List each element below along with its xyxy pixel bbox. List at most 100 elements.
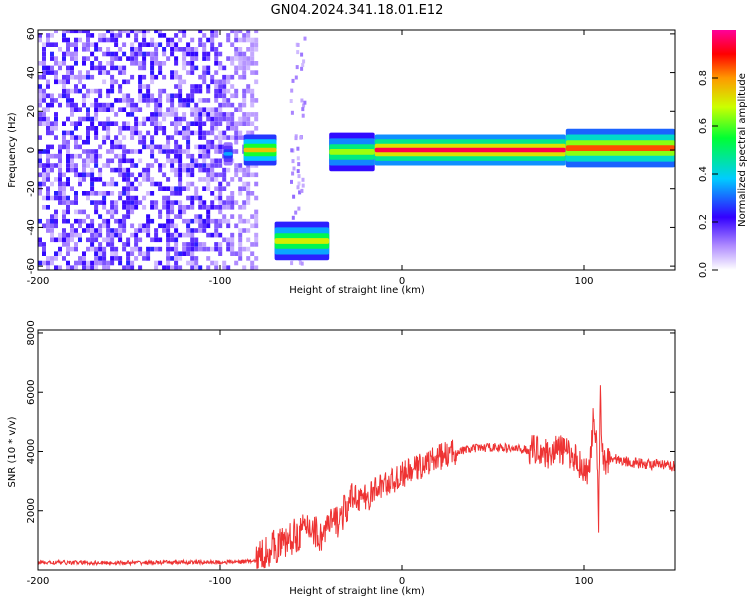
heatmap-cell — [102, 102, 107, 108]
heatmap-cell — [106, 107, 111, 112]
heatmap-cell — [295, 65, 299, 70]
heatmap-cell — [146, 172, 151, 178]
heatmap-cell — [246, 121, 251, 126]
heatmap-cell — [118, 163, 123, 168]
heatmap-cell — [82, 191, 86, 196]
heatmap-cell — [130, 107, 135, 112]
heatmap-cell — [254, 223, 259, 229]
heatmap-cell — [250, 121, 255, 126]
heatmap-cell — [170, 107, 175, 112]
heatmap-cell — [154, 181, 159, 187]
heatmap-cell — [106, 30, 111, 34]
heatmap-cell — [138, 181, 143, 187]
heatmap-cell — [190, 121, 195, 126]
heatmap-cell — [62, 51, 66, 57]
heatmap-cell — [174, 237, 179, 243]
heatmap-cell — [186, 232, 191, 238]
heatmap-cell — [238, 228, 243, 233]
heatmap-cell — [46, 158, 50, 164]
heatmap-cell — [238, 237, 243, 243]
heatmap-cell — [98, 251, 103, 256]
heatmap-cell — [162, 200, 167, 205]
heatmap-cell — [90, 260, 95, 266]
heatmap-cell — [170, 98, 175, 103]
heatmap-cell — [134, 246, 139, 252]
heatmap-cell — [158, 237, 163, 243]
heatmap-cell — [242, 172, 247, 178]
heatmap-cell — [182, 47, 187, 52]
heatmap-cell — [202, 163, 207, 168]
heatmap-cell — [62, 214, 66, 219]
heatmap-cell — [182, 163, 187, 168]
heatmap-cell — [142, 74, 147, 80]
heatmap-cell — [46, 130, 50, 136]
heatmap-cell — [86, 265, 90, 270]
heatmap-cell — [166, 144, 171, 150]
heatmap-cell — [98, 191, 103, 196]
heatmap-cell — [146, 214, 151, 219]
heatmap-cell — [78, 30, 82, 34]
heatmap-cell — [226, 74, 231, 80]
heatmap-cell — [86, 228, 90, 233]
heatmap-cell — [182, 186, 187, 191]
heatmap-cell — [226, 218, 231, 224]
heatmap-cell — [82, 74, 86, 80]
heatmap-cell — [74, 265, 78, 270]
heatmap-cell — [122, 93, 127, 99]
heatmap-cell — [90, 33, 95, 38]
heatmap-cell — [110, 88, 115, 94]
heatmap-cell — [186, 186, 191, 191]
heatmap-cell — [98, 256, 103, 261]
heatmap-cell — [138, 223, 143, 229]
heatmap-cell — [170, 246, 175, 252]
heatmap-cell — [138, 107, 143, 112]
heatmap-cell — [146, 232, 151, 238]
heatmap-cell — [158, 246, 163, 252]
heatmap-cell — [54, 61, 58, 66]
heatmap-cell — [42, 172, 46, 178]
heatmap-cell — [70, 167, 74, 173]
heatmap-cell — [166, 209, 171, 215]
heatmap-cell — [194, 65, 199, 71]
heatmap-cell — [154, 42, 159, 47]
heatmap-cell — [170, 37, 175, 43]
heatmap-cell — [90, 102, 95, 108]
heatmap-cell — [238, 51, 243, 57]
heatmap-cell — [246, 195, 251, 201]
heatmap-cell — [102, 135, 107, 140]
heatmap-band — [274, 238, 330, 244]
heatmap-cell — [74, 135, 78, 140]
heatmap-cell — [130, 260, 135, 266]
heatmap-cell — [242, 88, 247, 94]
heatmap-cell — [214, 47, 219, 52]
heatmap-cell — [118, 65, 123, 71]
heatmap-cell — [66, 237, 70, 243]
heatmap-cell — [66, 70, 70, 75]
heatmap-cell — [94, 107, 99, 112]
heatmap-cell — [254, 98, 259, 103]
heatmap-cell — [70, 121, 74, 126]
heatmap-cell — [114, 232, 119, 238]
heatmap-cell — [114, 37, 119, 43]
heatmap-cell — [254, 181, 259, 187]
heatmap-cell — [142, 167, 147, 173]
heatmap-cell — [238, 121, 243, 126]
heatmap-cell — [90, 121, 95, 126]
heatmap-cell — [46, 37, 50, 43]
heatmap-cell — [46, 102, 50, 108]
heatmap-cell — [186, 223, 191, 229]
heatmap-cell — [50, 42, 54, 47]
heatmap-cell — [202, 56, 207, 61]
heatmap-cell — [234, 172, 239, 178]
heatmap-cell — [130, 51, 135, 57]
heatmap-cell — [178, 172, 183, 178]
heatmap-cell — [190, 237, 195, 243]
heatmap-cell — [214, 51, 219, 57]
heatmap-cell — [50, 181, 54, 187]
heatmap-cell — [58, 200, 62, 205]
heatmap-cell — [110, 191, 115, 196]
heatmap-cell — [142, 37, 147, 43]
heatmap-cell — [78, 172, 82, 178]
heatmap-cell — [82, 172, 86, 178]
heatmap-cell — [134, 121, 139, 126]
